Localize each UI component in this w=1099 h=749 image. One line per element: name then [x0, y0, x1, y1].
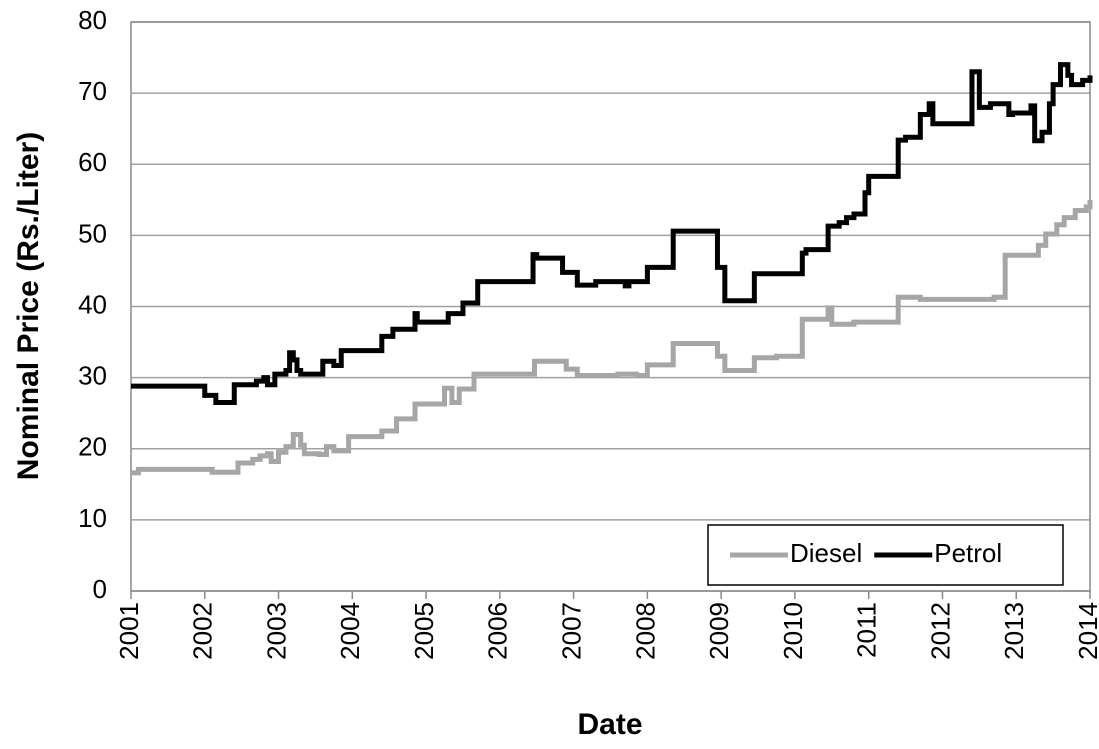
x-tick-label: 2010	[778, 602, 808, 660]
y-tick-label: 70	[78, 76, 107, 106]
x-tick-label: 2001	[114, 602, 144, 660]
y-tick-label: 0	[93, 574, 107, 604]
y-axis-title: Nominal Price (Rs./Liter)	[12, 132, 45, 480]
x-tick-label: 2002	[188, 602, 218, 660]
x-tick-label: 2009	[704, 602, 734, 660]
x-tick-label: 2012	[925, 602, 955, 660]
y-tick-label: 60	[78, 147, 107, 177]
x-tick-label: 2003	[261, 602, 291, 660]
x-tick-label: 2014	[1073, 602, 1099, 660]
x-axis-title: Date	[577, 708, 642, 741]
legend-label: Petrol	[934, 538, 1002, 568]
x-tick-label: 2007	[556, 602, 586, 660]
x-tick-label: 2008	[630, 602, 660, 660]
plot-frame	[130, 21, 1091, 592]
y-tick-label: 10	[78, 503, 107, 533]
series-line	[131, 199, 1093, 476]
x-tick-label: 2004	[335, 602, 365, 660]
y-tick-label: 20	[78, 432, 107, 462]
y-tick-label: 40	[78, 289, 107, 319]
x-tick-label: 2005	[409, 602, 439, 660]
x-tick-label: 2013	[999, 602, 1029, 660]
series-line	[131, 62, 1093, 406]
y-tick-label: 80	[78, 5, 107, 35]
legend-label: Diesel	[790, 538, 862, 568]
x-tick-label: 2011	[852, 602, 882, 658]
x-tick-label: 2006	[483, 602, 513, 660]
y-tick-label: 50	[78, 218, 107, 248]
y-tick-label: 30	[78, 361, 107, 391]
